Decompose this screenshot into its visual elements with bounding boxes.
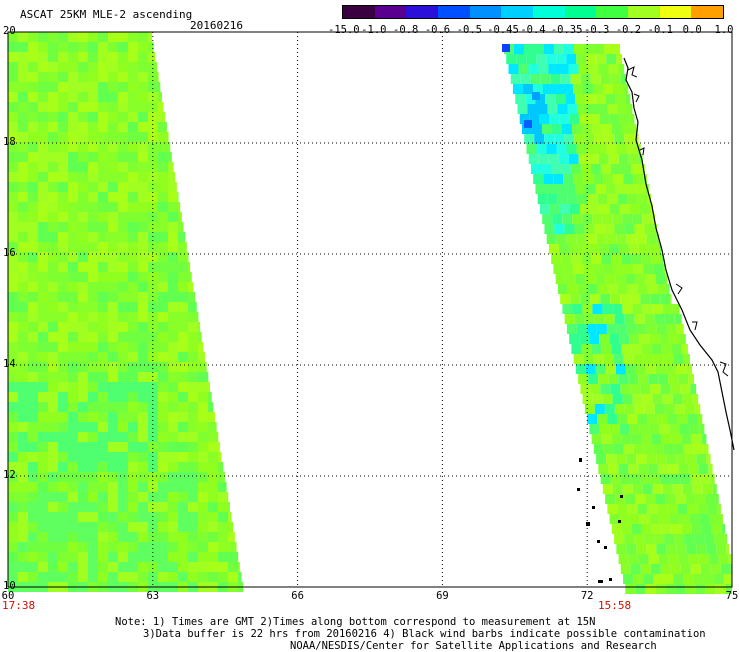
latitude-tick-label: 14 xyxy=(3,358,16,370)
longitude-tick-label: 72 xyxy=(577,590,597,602)
latitude-tick-label: 20 xyxy=(3,25,16,37)
footer-credit: NOAA/NESDIS/Center for Satellite Applica… xyxy=(290,640,657,652)
latitude-tick-label: 10 xyxy=(3,580,16,592)
swath-right xyxy=(502,44,732,594)
footer-note-1: Note: 1) Times are GMT 2)Times along bot… xyxy=(115,616,595,628)
latitude-tick-label: 12 xyxy=(3,469,16,481)
longitude-tick-label: 66 xyxy=(288,590,308,602)
pass-time-right: 15:58 xyxy=(598,600,631,612)
footer-note-2: 3)Data buffer is 22 hrs from 20160216 4)… xyxy=(143,628,706,640)
longitude-tick-label: 63 xyxy=(143,590,163,602)
swath-left xyxy=(8,32,243,592)
longitude-tick-label: 69 xyxy=(432,590,452,602)
pass-time-left: 17:38 xyxy=(2,600,35,612)
latitude-tick-label: 16 xyxy=(3,247,16,259)
latitude-tick-label: 18 xyxy=(3,136,16,148)
longitude-tick-label: 75 xyxy=(722,590,740,602)
